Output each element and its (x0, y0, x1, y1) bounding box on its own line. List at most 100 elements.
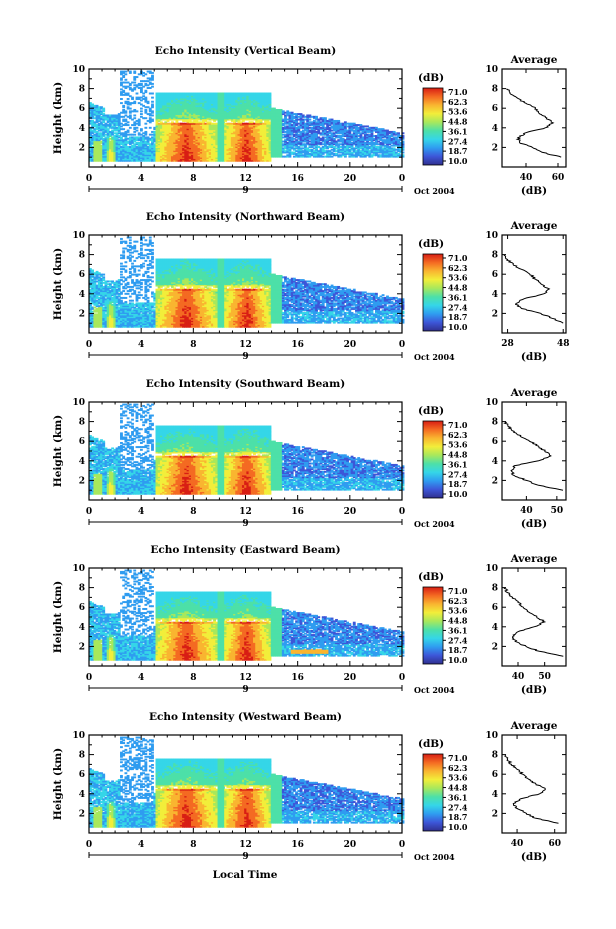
heatmap-cell (230, 129, 234, 132)
heatmap-cell (257, 140, 261, 143)
heatmap-cell (228, 144, 232, 147)
heatmap-cell (188, 148, 192, 151)
heatmap-cell (117, 159, 121, 162)
heatmap-cell (268, 121, 272, 124)
heatmap-cell (250, 140, 254, 143)
heatmap-cell (128, 154, 132, 157)
heatmap-cell (168, 117, 172, 120)
heatmap-cell (171, 114, 174, 117)
heatmap-cell (279, 130, 283, 133)
heatmap-cell (235, 150, 239, 153)
heatmap-cell (120, 78, 123, 81)
heatmap-cell (117, 113, 121, 116)
heatmap-cell (268, 126, 272, 129)
heatmap-cell (193, 124, 197, 127)
heatmap-cell (184, 141, 188, 144)
heatmap-cell (226, 148, 230, 151)
heatmap-cell (239, 103, 243, 106)
heatmap-cell (117, 146, 121, 148)
heatmap-cell (213, 148, 216, 151)
heatmap-cell (155, 140, 159, 143)
heatmap-cell (248, 122, 252, 125)
heatmap-cell (182, 125, 185, 128)
heatmap-cell (248, 130, 252, 133)
heatmap-cell (148, 155, 152, 158)
heatmap-cell (228, 96, 232, 99)
heatmap-cell (195, 132, 199, 135)
heatmap-cell (257, 95, 261, 98)
heatmap-cell (113, 146, 117, 148)
heatmap-cell (104, 133, 108, 136)
heatmap-cell (111, 126, 114, 129)
heatmap-cell (241, 111, 245, 114)
heatmap-cell (173, 115, 177, 118)
heatmap-cell (199, 137, 203, 140)
heatmap-cell (144, 108, 148, 111)
heatmap-cell (224, 146, 228, 148)
heatmap-cell (277, 133, 281, 136)
heatmap-cell (206, 102, 210, 105)
heatmap-cell (277, 130, 281, 133)
heatmap-cell (237, 155, 241, 158)
heatmap-cell (279, 136, 283, 139)
heatmap-cell (264, 154, 267, 157)
heatmap-cell (217, 150, 221, 153)
heatmap-cell (264, 132, 267, 135)
heatmap-cell (202, 111, 205, 114)
heatmap-cell (177, 125, 181, 128)
heatmap-cell (213, 135, 216, 138)
heatmap-cell (259, 119, 263, 122)
heatmap-cell (199, 96, 203, 99)
heatmap-cell (248, 115, 252, 118)
heatmap-cell (115, 151, 119, 154)
heatmap-cell (117, 158, 121, 161)
heatmap-cell (186, 100, 190, 103)
heatmap-cell (108, 121, 112, 124)
heatmap-cell (186, 99, 190, 102)
heatmap-cell (91, 117, 95, 120)
heatmap-cell (228, 159, 232, 162)
heatmap-cell (239, 152, 243, 155)
heatmap-cell (142, 104, 146, 107)
heatmap-cell (237, 118, 241, 121)
heatmap-cell (177, 103, 181, 106)
heatmap-cell (97, 151, 101, 154)
heatmap-cell (126, 159, 130, 162)
heatmap-cell (264, 115, 267, 118)
heatmap-cell (241, 126, 245, 129)
heatmap-cell (248, 150, 252, 153)
heatmap-cell (197, 107, 201, 110)
heatmap-cell (164, 130, 168, 133)
heatmap-cell (124, 119, 128, 122)
heatmap-cell (124, 92, 128, 95)
heatmap-cell (100, 117, 103, 120)
heatmap-cell (244, 98, 248, 100)
heatmap-cell (186, 106, 190, 109)
heatmap-cell (244, 117, 248, 120)
heatmap-cell (122, 140, 126, 143)
heatmap-cell (173, 159, 177, 162)
heatmap-cell (175, 146, 179, 148)
heatmap-cell (193, 136, 197, 139)
heatmap-cell (215, 102, 219, 105)
heatmap-cell (166, 158, 170, 161)
heatmap-cell (248, 117, 252, 120)
heatmap-cell (208, 118, 212, 121)
heatmap-cell (233, 155, 236, 158)
heatmap-cell (202, 110, 205, 113)
heatmap-cell (135, 150, 139, 153)
heatmap-cell (204, 154, 208, 157)
heatmap-cell (237, 146, 241, 148)
heatmap-cell (166, 110, 170, 113)
heatmap-cell (120, 93, 123, 96)
heatmap-cell (250, 141, 254, 144)
heatmap-cell (89, 147, 92, 150)
heatmap-cell (244, 107, 248, 110)
heatmap-cell (151, 76, 154, 79)
heatmap-cell (115, 129, 119, 132)
heatmap-cell (266, 119, 270, 122)
heatmap-cell (137, 152, 141, 155)
heatmap-cell (261, 99, 265, 102)
heatmap-cell (113, 152, 117, 155)
heatmap-cell (228, 110, 232, 113)
